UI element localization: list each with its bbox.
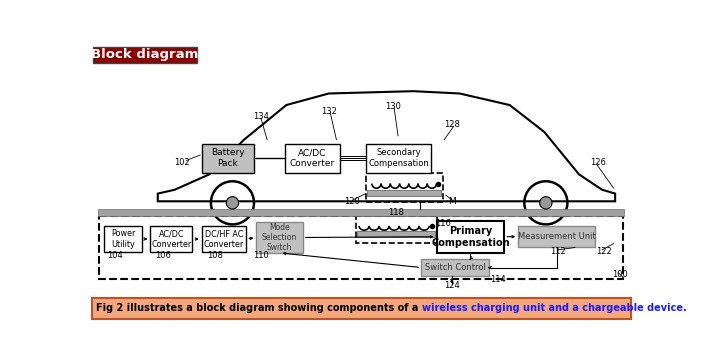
Bar	[285, 144, 340, 173]
Text: 118: 118	[388, 207, 404, 216]
Text: 120: 120	[344, 197, 359, 206]
Bar	[436, 220, 504, 253]
Text: DC/HF AC
Converter: DC/HF AC Converter	[204, 229, 244, 249]
Bar	[356, 216, 436, 243]
Bar	[97, 209, 623, 216]
Bar	[100, 216, 623, 279]
Bar	[357, 231, 435, 237]
Text: 110: 110	[253, 252, 269, 261]
Bar	[92, 298, 631, 319]
Bar	[150, 226, 193, 252]
Text: Primary
Compensation: Primary Compensation	[431, 226, 510, 248]
Text: 116: 116	[435, 219, 450, 228]
Bar	[367, 190, 441, 196]
Text: 132: 132	[321, 107, 337, 116]
Circle shape	[539, 197, 552, 209]
Text: Battery
Pack: Battery Pack	[211, 148, 245, 168]
Bar	[104, 226, 143, 252]
Bar	[366, 173, 443, 202]
Text: 130: 130	[385, 102, 400, 111]
Bar	[256, 222, 303, 253]
Text: Power
Utility: Power Utility	[111, 229, 136, 249]
Bar	[202, 226, 246, 252]
Text: Block diagram: Block diagram	[91, 49, 198, 62]
Text: 106: 106	[155, 252, 171, 261]
Bar	[202, 144, 254, 173]
Text: Fig 2 illustrates a block diagram showing components of a: Fig 2 illustrates a block diagram showin…	[96, 303, 422, 313]
Text: 134: 134	[253, 112, 269, 121]
Text: AC/DC
Converter: AC/DC Converter	[290, 148, 335, 168]
Circle shape	[227, 197, 239, 209]
Bar	[366, 144, 431, 173]
Text: 124: 124	[444, 282, 460, 290]
Bar	[518, 226, 595, 248]
Text: M: M	[448, 197, 456, 206]
Text: 112: 112	[550, 247, 566, 256]
Text: 126: 126	[590, 158, 606, 167]
Text: Secondary
Compensation: Secondary Compensation	[368, 148, 429, 168]
Text: 128: 128	[444, 120, 460, 129]
Text: AC/DC
Converter: AC/DC Converter	[151, 229, 191, 249]
Text: 102: 102	[174, 158, 191, 167]
Text: 108: 108	[207, 252, 222, 261]
Text: Measurement Unit: Measurement Unit	[517, 232, 595, 241]
Bar	[93, 47, 197, 63]
Text: 122: 122	[596, 247, 611, 256]
Text: 100: 100	[612, 270, 628, 279]
Text: Switch Control: Switch Control	[424, 263, 486, 272]
Text: wireless charging unit and a chargeable device.: wireless charging unit and a chargeable …	[422, 303, 687, 313]
Text: 104: 104	[107, 252, 124, 261]
Bar	[421, 259, 489, 276]
Text: Mode
Selection
Switch: Mode Selection Switch	[262, 223, 297, 252]
Text: 114: 114	[490, 274, 506, 283]
